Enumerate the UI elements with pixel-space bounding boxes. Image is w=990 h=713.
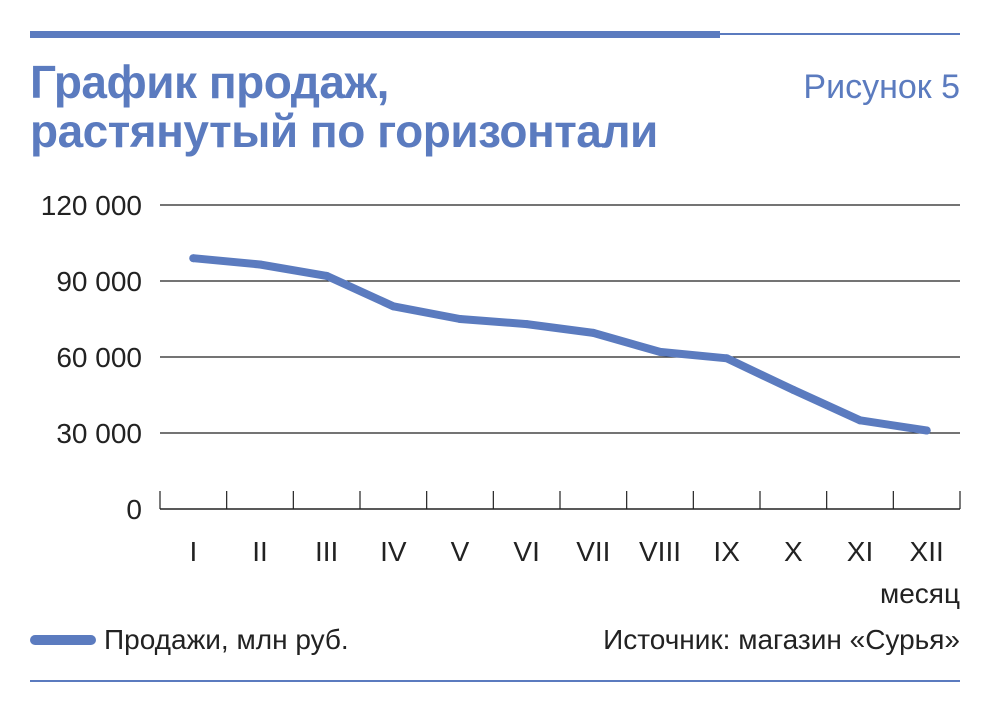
- x-tick-label: I: [189, 536, 197, 567]
- x-tick-label: II: [252, 536, 268, 567]
- data-point: [789, 385, 798, 394]
- top-rule-thick: [30, 31, 720, 38]
- x-tick-label: XI: [847, 536, 873, 567]
- top-rule-thin: [720, 33, 960, 35]
- data-point: [922, 426, 931, 435]
- y-tick-label: 60 000: [56, 342, 142, 373]
- x-axis: [159, 491, 961, 510]
- data-point: [656, 347, 664, 356]
- y-tick-label: 90 000: [56, 266, 142, 297]
- x-tick-label: VI: [513, 536, 539, 567]
- gridlines: [160, 204, 960, 434]
- x-tick-labels: I II III IV V VI VII VIII IX X XI XII: [189, 536, 943, 567]
- figure-label: Рисунок 5: [803, 68, 960, 106]
- legend: Продажи, млн руб.: [30, 624, 349, 656]
- x-tick-label: IV: [380, 536, 407, 567]
- x-tick-label: VII: [576, 536, 610, 567]
- bottom-rule: [30, 680, 960, 682]
- data-point: [189, 254, 198, 263]
- x-tick-label: III: [315, 536, 338, 567]
- y-tick-label: 0: [126, 494, 142, 525]
- x-tick-label: X: [784, 536, 803, 567]
- x-tick-label: XII: [910, 536, 944, 567]
- y-tick-label: 120 000: [41, 190, 142, 221]
- series-line: [189, 254, 931, 435]
- x-tick-label: V: [451, 536, 470, 567]
- data-point: [322, 271, 331, 280]
- y-tick-label: 30 000: [56, 418, 142, 449]
- data-point: [256, 260, 264, 269]
- chart-title-line1: График продаж,: [30, 56, 389, 108]
- data-point: [856, 416, 864, 425]
- data-point: [389, 302, 398, 311]
- data-point: [722, 354, 731, 363]
- x-tick-label: VIII: [639, 536, 681, 567]
- x-axis-title: месяц: [880, 578, 960, 609]
- legend-swatch: [30, 635, 96, 645]
- series-layer: [189, 254, 931, 435]
- data-point: [456, 315, 464, 323]
- data-point: [589, 328, 598, 337]
- legend-label: Продажи, млн руб.: [104, 624, 349, 655]
- y-tick-labels: 0 30 000 60 000 90 000 120 000: [41, 190, 142, 525]
- chart-title-line2: растянутый по горизонтали: [30, 105, 658, 157]
- data-point: [522, 320, 531, 329]
- source-note: Источник: магазин «Сурья»: [603, 624, 960, 655]
- x-tick-label: IX: [713, 536, 740, 567]
- chart-title: График продаж, растянутый по горизонтали: [30, 58, 658, 156]
